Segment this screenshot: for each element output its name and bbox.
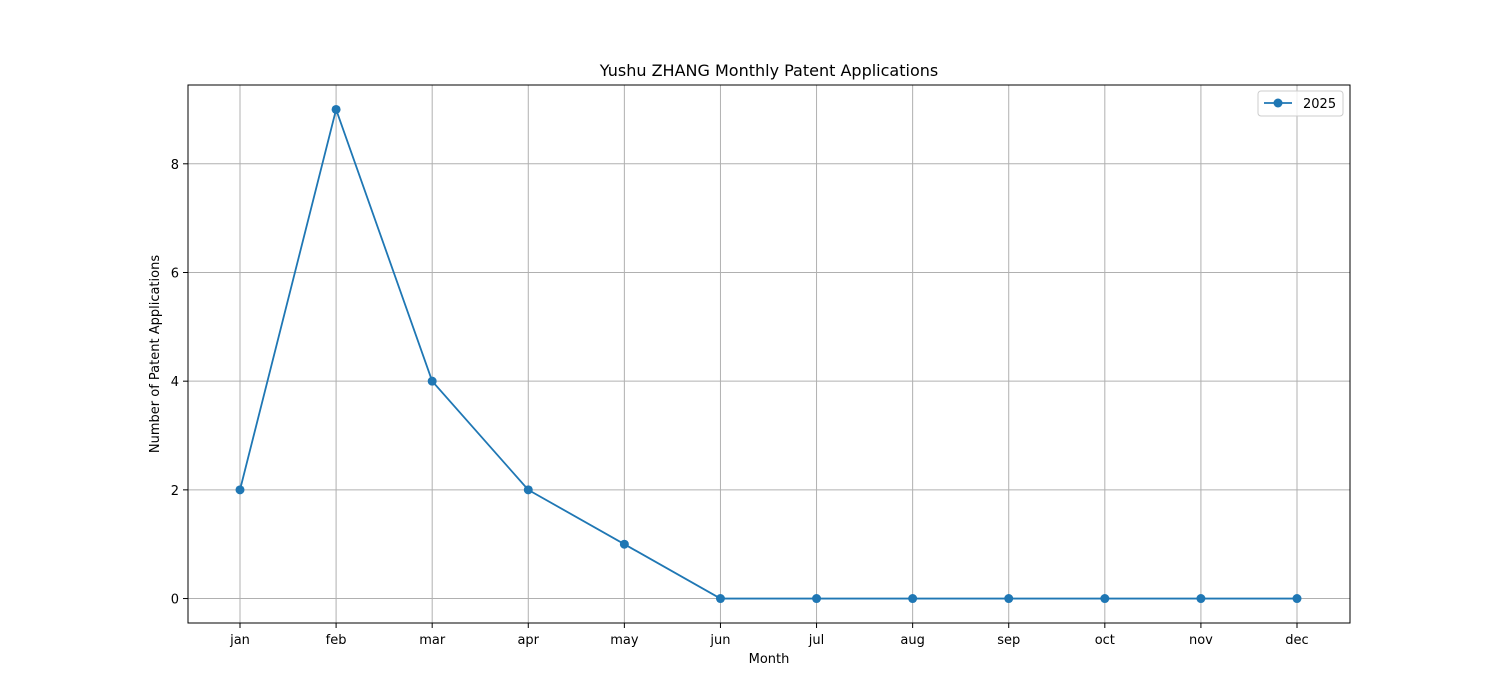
data-point-sep bbox=[1004, 594, 1013, 603]
y-tick-label-6: 6 bbox=[171, 266, 179, 281]
x-tick-label-aug: aug bbox=[900, 633, 924, 648]
y-tick-label-8: 8 bbox=[171, 158, 179, 173]
x-axis: jan feb mar apr may jun jul aug sep oct nov dec bbox=[229, 623, 1309, 648]
series-layer bbox=[236, 105, 1302, 603]
x-tick-label-mar: mar bbox=[419, 633, 446, 648]
x-tick-label-may: may bbox=[610, 633, 639, 648]
x-tick-label-jan: jan bbox=[229, 633, 250, 648]
x-tick-label-nov: nov bbox=[1189, 633, 1213, 648]
data-point-aug bbox=[908, 594, 917, 603]
data-point-jun bbox=[716, 594, 725, 603]
y-axis-label: Number of Patent Applications bbox=[148, 255, 163, 453]
series-line-2025 bbox=[240, 109, 1297, 598]
grid bbox=[188, 85, 1350, 623]
data-point-oct bbox=[1100, 594, 1109, 603]
y-axis: 0 2 4 6 8 bbox=[171, 158, 188, 608]
data-point-mar bbox=[428, 377, 437, 386]
x-tick-label-apr: apr bbox=[517, 633, 539, 648]
x-tick-label-feb: feb bbox=[326, 633, 347, 648]
legend-label-2025: 2025 bbox=[1303, 97, 1336, 112]
y-tick-label-0: 0 bbox=[171, 593, 179, 608]
legend-marker-2025 bbox=[1274, 99, 1283, 108]
x-tick-label-dec: dec bbox=[1285, 633, 1308, 648]
x-axis-label: Month bbox=[749, 652, 790, 667]
x-tick-label-jul: jul bbox=[808, 633, 824, 648]
data-point-apr bbox=[524, 485, 533, 494]
x-tick-label-sep: sep bbox=[997, 633, 1020, 648]
data-point-dec bbox=[1293, 594, 1302, 603]
y-tick-label-4: 4 bbox=[171, 375, 179, 390]
data-point-nov bbox=[1196, 594, 1205, 603]
x-tick-label-jun: jun bbox=[709, 633, 730, 648]
data-point-may bbox=[620, 540, 629, 549]
legend: 2025 bbox=[1258, 91, 1343, 116]
data-point-jul bbox=[812, 594, 821, 603]
plot-frame bbox=[188, 85, 1350, 623]
data-point-jan bbox=[236, 485, 245, 494]
data-point-feb bbox=[332, 105, 341, 114]
y-tick-label-2: 2 bbox=[171, 484, 179, 499]
chart-title: Yushu ZHANG Monthly Patent Applications bbox=[599, 61, 938, 80]
x-tick-label-oct: oct bbox=[1095, 633, 1115, 648]
